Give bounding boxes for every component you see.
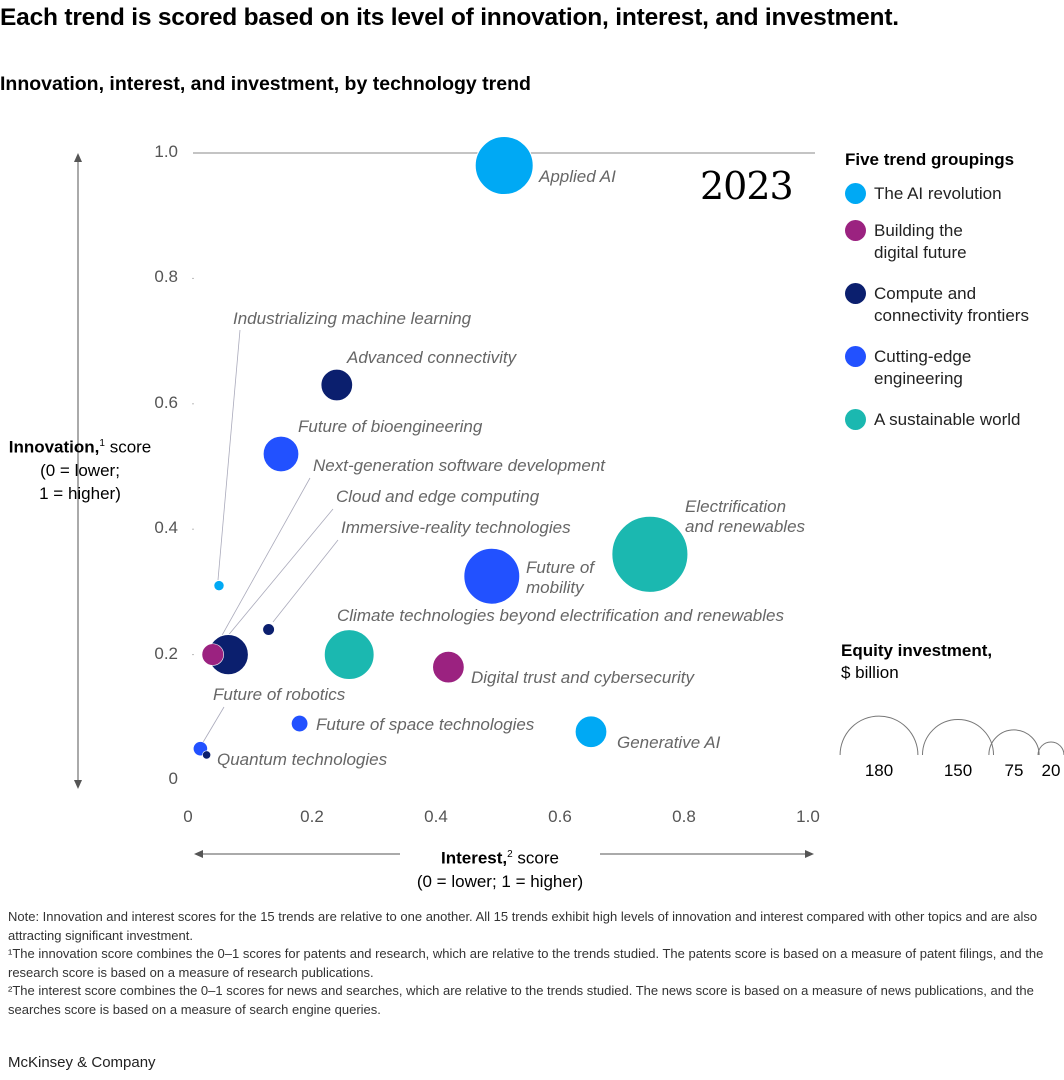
- y-tick-label: 1.0: [154, 142, 178, 161]
- legend-item: A sustainable world: [845, 409, 1020, 431]
- arrow-right-icon: [805, 850, 814, 858]
- legend-item: Compute and connectivity frontiers: [845, 283, 1029, 327]
- leader-line: [225, 508, 334, 639]
- bubble-applied-ai: [474, 136, 534, 196]
- x-tick-label: 0.8: [672, 807, 696, 826]
- legend-title: Five trend groupings: [845, 150, 1015, 169]
- bubble-future-of-space-technologies: [291, 715, 309, 733]
- y-tick-label: 0: [168, 769, 178, 788]
- y-tick-label: 0.6: [154, 392, 178, 412]
- bubble-advanced-connectivity: [320, 368, 354, 402]
- leader-line: [201, 706, 225, 745]
- bubble-label: Immersive-reality technologies: [341, 518, 571, 537]
- arrow-down-icon: [74, 780, 82, 789]
- leader-line: [215, 477, 311, 647]
- bubble-label: Quantum technologies: [217, 750, 388, 769]
- bubble-label: Applied AI: [539, 167, 616, 186]
- legend-color-dot: [845, 409, 866, 430]
- bubble-immersive-reality-technologies: [262, 623, 275, 636]
- x-tick-label: 0.2: [300, 807, 324, 826]
- bubble-label: Digital trust and cybersecurity: [471, 668, 694, 687]
- footnote-ref: 1: [99, 438, 105, 449]
- bubble-generative-ai: [574, 715, 608, 749]
- bubble-label: Future of space technologies: [316, 715, 535, 734]
- y-tick-label: 0.2: [154, 643, 178, 663]
- bubble-future-of-mobility: [463, 547, 521, 605]
- bubble-label: Advanced connectivity: [347, 348, 517, 367]
- x-tick-label: 0.4: [424, 807, 448, 826]
- legend-label: Building the digital future: [874, 221, 967, 262]
- bubble-label: Future of mobility: [526, 558, 595, 597]
- legend-color-dot: [845, 283, 866, 304]
- size-legend-arc: [988, 729, 1040, 756]
- footnote-ref: 2: [507, 849, 513, 860]
- x-tick-label: 0.6: [548, 807, 572, 826]
- notes: Note: Innovation and interest scores for…: [8, 908, 1048, 1019]
- y-tick-label: 0.8: [154, 267, 178, 287]
- bubble-quantum-technologies: [202, 750, 212, 760]
- x-axis-sublabel: (0 = lower; 1 = higher): [416, 871, 584, 891]
- leader-line: [217, 329, 241, 581]
- bubble-label: Industrializing machine learning: [233, 309, 472, 328]
- size-legend-value: 20: [1041, 761, 1061, 780]
- bubble-label: Electrification and renewables: [685, 497, 806, 536]
- x-axis-title-rest: score: [517, 848, 559, 868]
- bubble-label: Next-generation software development: [313, 456, 605, 475]
- bubble-next-generation-software-development: [201, 643, 224, 666]
- bubble-label: Cloud and edge computing: [336, 487, 540, 506]
- arrow-up-icon: [74, 153, 82, 162]
- x-axis-label: Interest,2 score (0 = lower; 1 = higher): [400, 843, 600, 893]
- footer-brand: McKinsey & Company: [8, 1054, 156, 1071]
- legend-color-dot: [845, 220, 866, 241]
- year-label: 2023: [700, 164, 794, 208]
- bubble-label: Future of bioengineering: [298, 417, 483, 436]
- bubble-label: Generative AI: [617, 733, 721, 752]
- bubble-industrializing-machine-learning: [213, 580, 225, 591]
- arrow-left-icon: [194, 850, 203, 858]
- legend-label: Compute and connectivity frontiers: [874, 284, 1029, 325]
- bubble-digital-trust-and-cybersecurity: [432, 650, 465, 684]
- footnote-1: ¹The innovation score combines the 0–1 s…: [8, 946, 1044, 980]
- y-axis-sublabel: (0 = lower;: [40, 460, 120, 480]
- y-axis-title-rest: score: [109, 437, 152, 457]
- leader-line: [272, 539, 339, 623]
- bubble-chart: [74, 136, 1064, 858]
- legend-color-dot: [845, 183, 866, 204]
- bubble-label: Future of robotics: [213, 685, 346, 704]
- legend-item: Building the digital future: [845, 220, 967, 264]
- legend-label: The AI revolution: [874, 184, 1002, 203]
- page-title: Each trend is scored based on its level …: [0, 4, 899, 31]
- size-legend-value: 150: [943, 761, 973, 780]
- size-legend-value: 180: [864, 761, 894, 780]
- size-legend-unit: $ billion: [841, 663, 899, 682]
- legend-item: The AI revolution: [845, 183, 1002, 205]
- legend-item: Cutting-edge engineering: [845, 346, 971, 390]
- legend-label: Cutting-edge engineering: [874, 347, 972, 388]
- x-tick-label: 0: [183, 807, 193, 826]
- size-legend-value: 75: [1004, 761, 1024, 780]
- legend-color-dot: [845, 346, 866, 367]
- y-axis-sublabel: 1 = higher): [39, 483, 121, 503]
- chart-subtitle: Innovation, interest, and investment, by…: [0, 73, 531, 95]
- legend-label: A sustainable world: [874, 410, 1021, 429]
- x-axis-title: Interest,: [440, 848, 508, 868]
- size-legend-arc: [1037, 741, 1064, 756]
- footnote-2: ²The interest score combines the 0–1 sco…: [8, 983, 1034, 1017]
- bubble-climate-technologies-beyond-electrification-and-renewables: [323, 629, 375, 681]
- y-tick-label: 0.4: [154, 518, 178, 538]
- bubble-future-of-bioengineering: [262, 435, 300, 473]
- size-legend-arc: [921, 719, 995, 756]
- y-axis-title: Innovation,: [8, 437, 100, 457]
- size-legend-title: Equity investment, $ billion: [841, 640, 992, 684]
- y-axis-label: Innovation,1 score (0 = lower; 1 = highe…: [0, 432, 160, 505]
- bubble-label: Climate technologies beyond electrificat…: [337, 606, 784, 625]
- size-legend-arc: [839, 715, 919, 756]
- bubble-electrification-and-renewables: [611, 515, 689, 593]
- note: Note: Innovation and interest scores for…: [8, 909, 1038, 943]
- x-tick-label: 1.0: [796, 807, 820, 826]
- size-legend-heading: Equity investment,: [841, 641, 993, 660]
